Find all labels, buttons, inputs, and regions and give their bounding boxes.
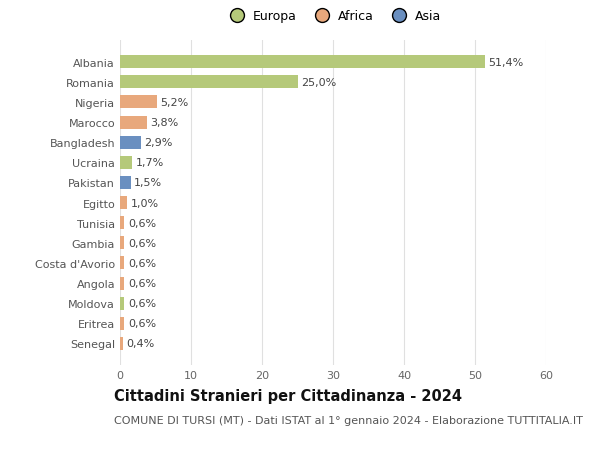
Bar: [120, 196, 127, 210]
Bar: [120, 157, 132, 169]
Bar: [120, 277, 124, 290]
Text: 1,0%: 1,0%: [131, 198, 159, 208]
Bar: [120, 337, 123, 350]
Bar: [120, 136, 140, 149]
Bar: [120, 257, 124, 270]
Text: 0,6%: 0,6%: [128, 319, 156, 329]
Text: 0,6%: 0,6%: [128, 218, 156, 228]
Text: 0,6%: 0,6%: [128, 279, 156, 288]
Bar: [120, 317, 124, 330]
Text: 2,9%: 2,9%: [144, 138, 173, 148]
Text: 3,8%: 3,8%: [151, 118, 179, 128]
Text: 0,6%: 0,6%: [128, 238, 156, 248]
Bar: [120, 217, 124, 230]
Bar: [120, 297, 124, 310]
Bar: [120, 96, 157, 109]
Bar: [120, 56, 485, 69]
Bar: [120, 116, 147, 129]
Bar: [120, 237, 124, 250]
Text: 0,6%: 0,6%: [128, 258, 156, 269]
Text: 0,6%: 0,6%: [128, 298, 156, 308]
Text: 1,7%: 1,7%: [136, 158, 164, 168]
Text: COMUNE DI TURSI (MT) - Dati ISTAT al 1° gennaio 2024 - Elaborazione TUTTITALIA.I: COMUNE DI TURSI (MT) - Dati ISTAT al 1° …: [114, 415, 583, 425]
Text: 25,0%: 25,0%: [301, 78, 336, 88]
Text: 0,4%: 0,4%: [127, 339, 155, 349]
Bar: [120, 177, 131, 190]
Text: 5,2%: 5,2%: [160, 98, 189, 108]
Legend: Europa, Africa, Asia: Europa, Africa, Asia: [220, 6, 446, 28]
Bar: [120, 76, 298, 89]
Text: 1,5%: 1,5%: [134, 178, 163, 188]
Text: 51,4%: 51,4%: [488, 57, 524, 67]
Text: Cittadini Stranieri per Cittadinanza - 2024: Cittadini Stranieri per Cittadinanza - 2…: [114, 388, 462, 403]
